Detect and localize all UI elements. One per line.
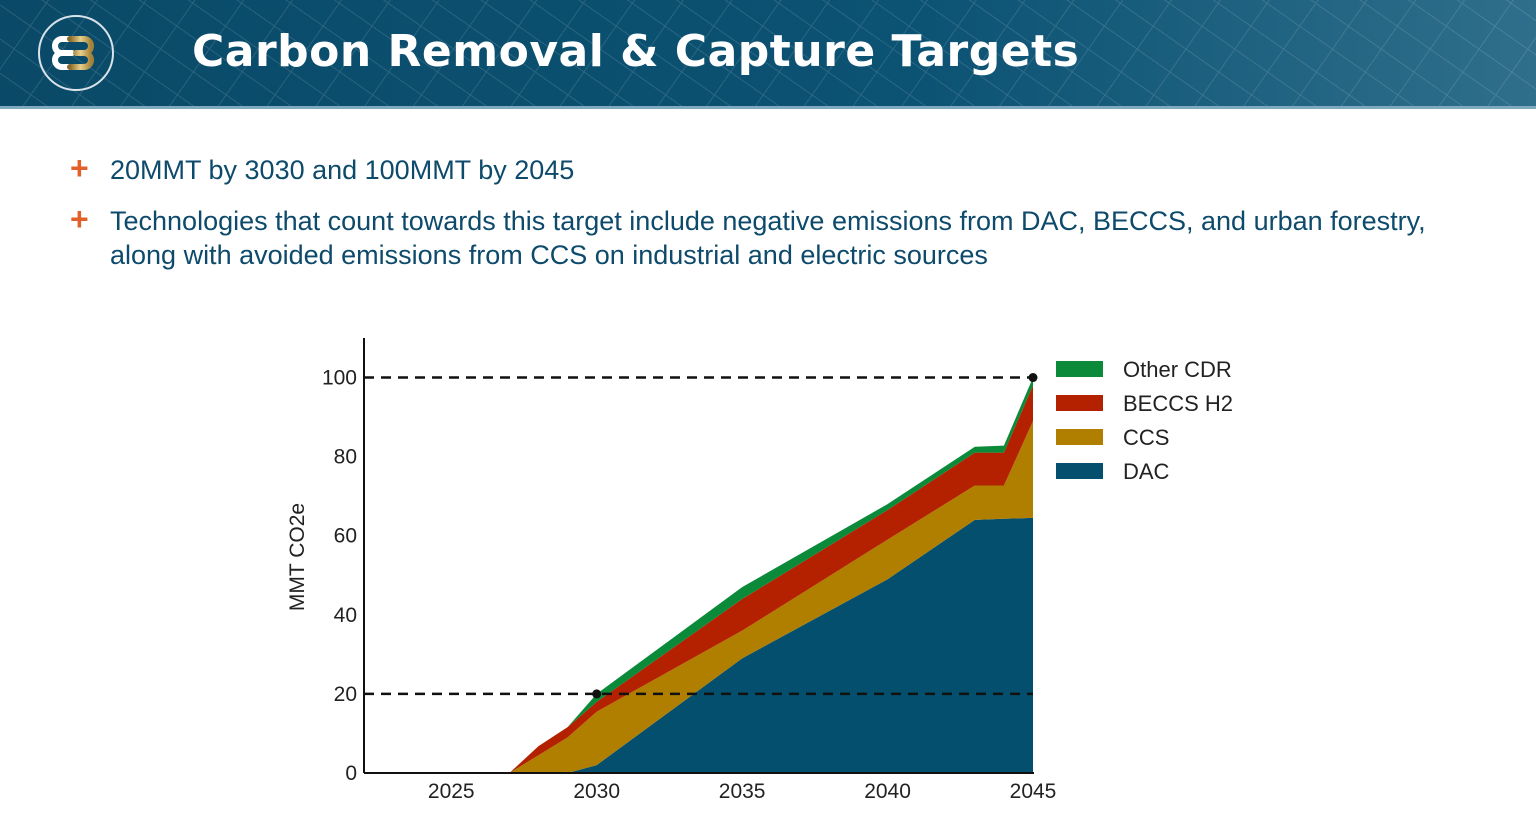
x-tick-label: 2035	[719, 780, 766, 803]
legend-swatch	[1056, 361, 1103, 377]
legend-label: Other CDR	[1123, 357, 1232, 382]
x-tick-label: 2025	[428, 780, 475, 803]
x-tick-label: 2040	[864, 780, 911, 803]
slide-header: Carbon Removal & Capture Targets	[0, 0, 1536, 108]
eb-logo-icon	[52, 36, 94, 70]
y-tick-label: 60	[334, 525, 357, 548]
legend-label: CCS	[1123, 425, 1169, 450]
legend-swatch	[1056, 429, 1103, 445]
plus-icon: +	[70, 201, 89, 237]
area-other-cdr	[509, 377, 1033, 773]
header-divider	[0, 106, 1536, 109]
y-tick-label: 100	[322, 367, 357, 390]
legend-label: BECCS H2	[1123, 391, 1233, 416]
target-marker	[592, 689, 602, 699]
y-tick-label: 20	[334, 683, 357, 706]
legend-swatch	[1056, 463, 1103, 479]
y-axis-label: MMT CO2e	[286, 503, 309, 611]
legend-label: DAC	[1123, 459, 1170, 484]
target-marker	[1028, 373, 1038, 383]
y-tick-label: 0	[345, 762, 357, 785]
x-tick-label: 2045	[1010, 780, 1057, 803]
slide-title: Carbon Removal & Capture Targets	[192, 26, 1080, 77]
x-tick-label: 2030	[573, 780, 620, 803]
company-logo	[38, 15, 114, 91]
y-tick-label: 40	[334, 604, 357, 627]
plus-icon: +	[70, 150, 89, 186]
area-dac	[509, 517, 1033, 773]
legend-swatch	[1056, 395, 1103, 411]
map-pattern	[0, 0, 1536, 108]
y-tick-label: 80	[334, 446, 357, 469]
area-beccs-h2	[509, 385, 1033, 773]
